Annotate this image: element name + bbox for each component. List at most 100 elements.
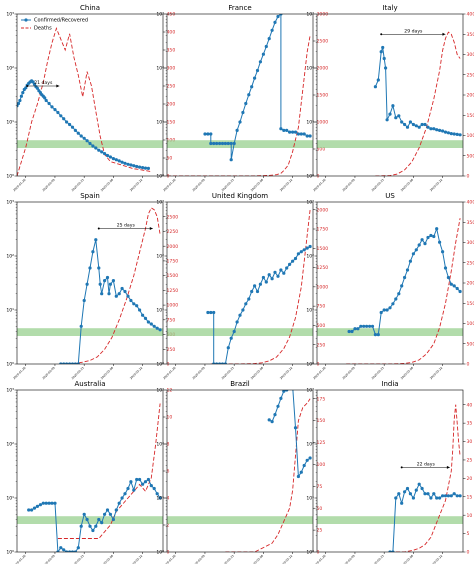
right-tick-label: 2500 [467, 72, 474, 78]
confirmed-point [132, 164, 136, 168]
left-tick-label: 10⁰ [306, 174, 314, 180]
confirmed-point [85, 282, 89, 286]
x-tick-label: 2020-03-22 [429, 178, 443, 192]
confirmed-point [158, 496, 162, 500]
chart-title: United Kingdom [212, 192, 268, 200]
confirmed-point [111, 279, 115, 283]
confirmed-point [229, 158, 233, 162]
left-tick-label: 10⁰ [6, 550, 14, 556]
x-tick-label: 2020-01-26 [162, 554, 176, 564]
confirmed-point [146, 320, 150, 324]
right-tick-label: 300 [167, 66, 176, 72]
confirmed-series-line [207, 246, 311, 364]
right-tick-label: 0 [317, 362, 320, 368]
confirmed-point [411, 252, 415, 256]
confirmed-point [70, 125, 75, 129]
confirmed-point [146, 166, 150, 170]
confirmed-point [305, 134, 309, 138]
left-tick-label: 10⁰ [6, 362, 14, 368]
confirmed-point [117, 159, 121, 163]
x-tick-label: 2020-02-09 [191, 366, 205, 380]
right-tick-label: 0 [167, 174, 170, 180]
annotation-arrowhead [149, 227, 153, 231]
confirmed-point [126, 162, 130, 166]
confirmed-point [384, 66, 388, 70]
x-tick-label: 2020-01-26 [312, 554, 326, 564]
confirmed-point [32, 506, 37, 510]
chart-panel: Australia 10⁰ 10¹ 10² 10³ 0 2 4 6 8 10 12 2020-01-26… [6, 380, 172, 564]
plot-frame [166, 13, 314, 177]
chart-panel: India10⁰10¹10²10³0510152025303540Confirm… [306, 380, 473, 564]
annotation-start-dot [380, 33, 383, 36]
confirmed-point [432, 127, 436, 131]
plot-frame [316, 389, 464, 553]
left-tick-label: 10² [306, 254, 314, 260]
right-tick-label: 4000 [467, 200, 474, 206]
x-tick-label: 2020-02-23 [371, 366, 385, 380]
chart-panel: France10⁰10¹10²10³0500100015002000250030… [156, 4, 328, 192]
confirmed-point [391, 302, 395, 306]
confirmed-point [70, 362, 75, 364]
confirmed-point [123, 492, 127, 496]
confirmed-point [41, 501, 45, 505]
confirmed-point [149, 484, 153, 488]
left-tick-label: 10⁰ [156, 362, 164, 368]
confirmed-point [129, 298, 133, 303]
right-tick-label: 2000 [317, 66, 329, 72]
right-tick-label: 10 [467, 513, 473, 519]
confirmed-point [299, 470, 303, 474]
x-tick-label: 2020-02-23 [221, 366, 235, 380]
confirmed-point [105, 153, 110, 158]
confirmed-point [255, 68, 260, 73]
confirmed-point [288, 262, 292, 266]
confirmed-point [435, 496, 439, 500]
confirmed-point [285, 128, 289, 132]
left-tick-label: 10² [156, 442, 164, 448]
confirmed-point [76, 131, 80, 135]
confirmed-point [296, 252, 300, 256]
right-tick-label: 25 [467, 458, 473, 464]
confirmed-point [370, 324, 375, 328]
confirmed-point [108, 282, 112, 286]
right-tick-label: 175 [317, 396, 326, 402]
annotation-label: 22 days [417, 461, 436, 467]
left-tick-label: 10⁰ [156, 550, 164, 556]
confirmed-point [123, 289, 127, 294]
x-tick-label: 2020-02-09 [341, 554, 355, 564]
confirmed-point [38, 503, 43, 507]
deaths-series-line [346, 218, 461, 364]
x-tick-label: 2020-03-08 [400, 178, 414, 192]
confirmed-point [247, 93, 251, 97]
right-tick-label: 4 [167, 496, 170, 502]
confirmed-point [68, 550, 72, 552]
right-tick-label: 1000 [317, 284, 329, 290]
deaths-series-line [60, 207, 161, 364]
right-tick-label: 2000 [317, 207, 329, 213]
confirmed-series-line [349, 226, 461, 336]
left-tick-label: 10⁰ [306, 362, 314, 368]
left-tick-label: 10² [6, 66, 14, 72]
confirmed-point [373, 333, 377, 337]
right-tick-label: 1000 [467, 133, 474, 139]
confirmed-point [293, 256, 298, 261]
x-tick-label: 2020-03-22 [279, 554, 293, 564]
confirmed-point [405, 125, 410, 129]
right-tick-label: 40 [467, 402, 473, 408]
confirmed-point [388, 112, 392, 116]
chart-title: India [381, 380, 398, 388]
confirmed-point [438, 496, 442, 500]
right-tick-label: 2500 [167, 214, 179, 220]
x-tick-label: 2020-02-09 [341, 366, 355, 380]
confirmed-point [435, 128, 439, 132]
confirmed-point [56, 550, 60, 552]
confirmed-point [455, 132, 459, 136]
confirmed-point [215, 141, 219, 146]
confirmed-point [293, 426, 298, 430]
confirmed-point [203, 132, 207, 136]
confirmed-point [408, 492, 412, 496]
left-tick-label: 10¹ [6, 496, 14, 502]
threshold-band [167, 516, 313, 525]
right-tick-label: 2 [167, 523, 170, 529]
confirmed-point [73, 550, 77, 552]
